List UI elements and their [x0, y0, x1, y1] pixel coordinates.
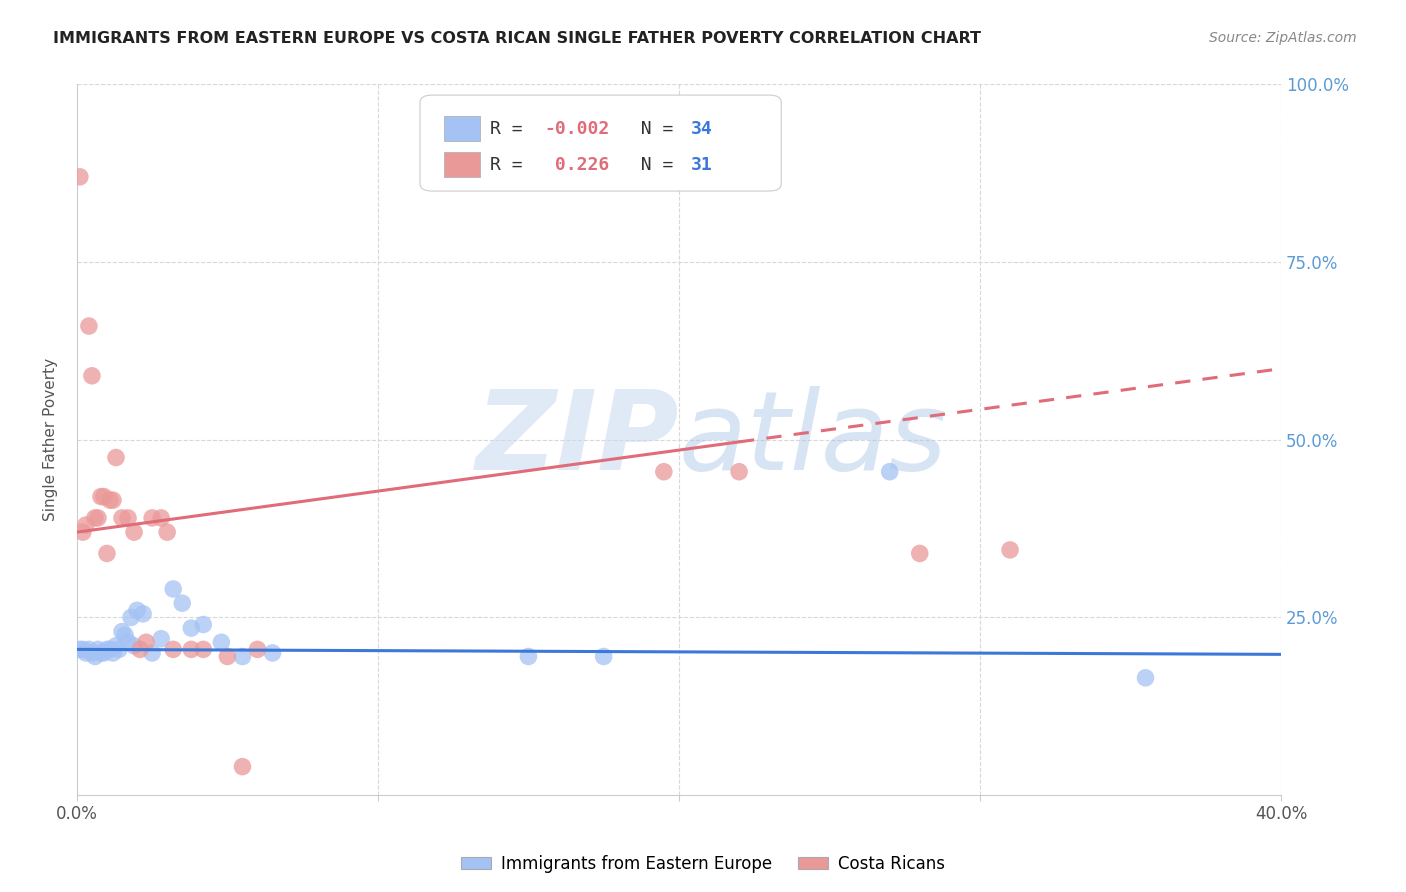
Point	[75, 646, 97, 660]
Point	[87, 511, 110, 525]
Point	[217, 649, 239, 664]
Text: IMMIGRANTS FROM EASTERN EUROPE VS COSTA RICAN SINGLE FATHER POVERTY CORRELATION : IMMIGRANTS FROM EASTERN EUROPE VS COSTA …	[53, 31, 981, 46]
Text: R =: R =	[489, 120, 533, 138]
Point	[122, 639, 145, 653]
Point	[879, 465, 901, 479]
Point	[101, 493, 124, 508]
Text: -0.002: -0.002	[544, 120, 609, 138]
Text: ZIP: ZIP	[475, 386, 679, 493]
Point	[728, 465, 751, 479]
Point	[193, 642, 215, 657]
Point	[120, 610, 142, 624]
Point	[90, 490, 112, 504]
Point	[908, 546, 931, 560]
Point	[162, 582, 184, 596]
Point	[150, 511, 173, 525]
Point	[180, 642, 202, 657]
Text: 0.226: 0.226	[544, 156, 609, 174]
Bar	[444, 152, 481, 177]
Point	[80, 646, 103, 660]
Point	[80, 368, 103, 383]
Text: Source: ZipAtlas.com: Source: ZipAtlas.com	[1209, 31, 1357, 45]
Point	[101, 646, 124, 660]
Point	[998, 542, 1021, 557]
Point	[125, 603, 148, 617]
Point	[108, 642, 131, 657]
Point	[75, 518, 97, 533]
Point	[180, 621, 202, 635]
Point	[90, 646, 112, 660]
Point	[135, 635, 157, 649]
Point	[141, 646, 163, 660]
Point	[129, 642, 152, 657]
Point	[122, 525, 145, 540]
Point	[114, 628, 136, 642]
Point	[652, 465, 675, 479]
Point	[592, 649, 614, 664]
Point	[72, 525, 94, 540]
Point	[84, 511, 107, 525]
Point	[98, 642, 121, 657]
Point	[517, 649, 540, 664]
Point	[69, 169, 91, 184]
Point	[84, 649, 107, 664]
Point	[77, 319, 100, 334]
Point	[172, 596, 194, 610]
Point	[77, 642, 100, 657]
Text: 34: 34	[690, 120, 713, 138]
Point	[96, 546, 118, 560]
Point	[117, 635, 139, 649]
Text: N =: N =	[619, 156, 683, 174]
Point	[117, 511, 139, 525]
Point	[111, 511, 134, 525]
Point	[246, 642, 269, 657]
Text: atlas: atlas	[679, 386, 948, 493]
Point	[93, 646, 115, 660]
Text: 31: 31	[690, 156, 713, 174]
Point	[96, 642, 118, 657]
Legend: Immigrants from Eastern Europe, Costa Ricans: Immigrants from Eastern Europe, Costa Ri…	[454, 848, 952, 880]
Point	[141, 511, 163, 525]
Point	[231, 759, 253, 773]
FancyBboxPatch shape	[420, 95, 782, 191]
Y-axis label: Single Father Poverty: Single Father Poverty	[44, 359, 58, 521]
Text: N =: N =	[619, 120, 683, 138]
Point	[87, 642, 110, 657]
Point	[105, 450, 128, 465]
Point	[105, 639, 128, 653]
Point	[93, 490, 115, 504]
Point	[98, 493, 121, 508]
Point	[72, 642, 94, 657]
Point	[1135, 671, 1157, 685]
Point	[150, 632, 173, 646]
Point	[262, 646, 284, 660]
Point	[69, 642, 91, 657]
Point	[111, 624, 134, 639]
Point	[231, 649, 253, 664]
Text: R =: R =	[489, 156, 533, 174]
Point	[209, 635, 232, 649]
Bar	[444, 117, 481, 141]
Point	[156, 525, 179, 540]
Point	[132, 607, 155, 621]
Point	[193, 617, 215, 632]
Point	[162, 642, 184, 657]
